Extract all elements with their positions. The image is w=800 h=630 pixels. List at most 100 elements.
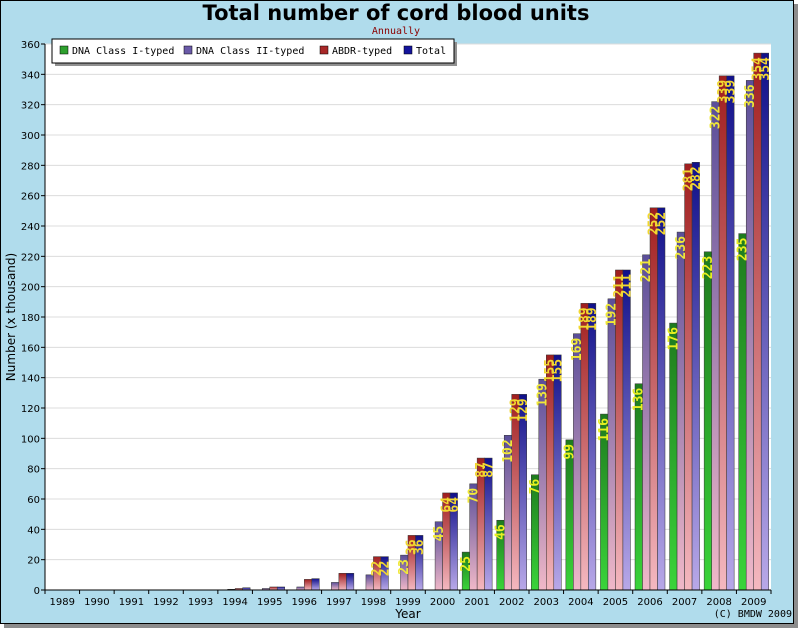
bar xyxy=(518,394,527,591)
x-tick-label: 1989 xyxy=(50,597,75,608)
legend-swatch xyxy=(403,45,413,55)
bar xyxy=(726,75,735,591)
data-label: 189 xyxy=(578,307,593,330)
data-label: 339 xyxy=(723,80,738,103)
bar xyxy=(676,231,685,591)
data-label: 25 xyxy=(459,556,474,572)
x-tick-label: 1991 xyxy=(119,597,144,608)
y-tick-label: 120 xyxy=(21,404,40,415)
data-label: 64 xyxy=(439,497,454,513)
data-label: 99 xyxy=(563,444,578,460)
bar xyxy=(684,163,693,591)
x-tick-label: 1998 xyxy=(361,597,386,608)
data-label: 221 xyxy=(639,259,654,283)
data-label: 102 xyxy=(501,439,516,462)
bar xyxy=(657,207,666,591)
data-label: 129 xyxy=(508,398,523,421)
bar xyxy=(346,573,355,591)
y-tick-label: 20 xyxy=(27,556,40,567)
y-tick-label: 360 xyxy=(21,40,40,51)
bar xyxy=(642,254,651,591)
bar xyxy=(738,233,747,591)
data-label: 354 xyxy=(758,57,773,81)
x-tick-label: 2005 xyxy=(603,597,628,608)
bar xyxy=(622,269,631,591)
data-label: 235 xyxy=(735,238,750,261)
bar xyxy=(718,75,727,591)
y-tick-label: 40 xyxy=(27,525,40,536)
y-tick-label: 260 xyxy=(21,192,40,203)
bar xyxy=(753,52,762,591)
data-label: 223 xyxy=(701,256,716,279)
y-axis-label: Number (x thousand) xyxy=(4,253,18,381)
data-label: 22 xyxy=(370,561,385,577)
data-label: 139 xyxy=(536,383,551,406)
data-label: 169 xyxy=(570,338,585,361)
bar xyxy=(760,52,769,591)
data-label: 136 xyxy=(632,388,647,412)
data-label: 36 xyxy=(412,539,427,555)
legend-entry: ABDR-typed xyxy=(332,46,392,57)
legend-swatch xyxy=(183,45,193,55)
data-label: 252 xyxy=(654,212,669,235)
y-tick-label: 60 xyxy=(27,495,40,506)
x-tick-label: 2009 xyxy=(741,597,766,608)
data-label: 192 xyxy=(605,303,620,326)
legend-swatch xyxy=(319,45,329,55)
x-tick-label: 1996 xyxy=(292,597,317,608)
data-label: 252 xyxy=(647,212,662,235)
data-label: 155 xyxy=(543,359,558,382)
bar xyxy=(338,573,347,591)
x-tick-label: 1993 xyxy=(188,597,213,608)
bar xyxy=(331,582,340,591)
x-axis-label: Year xyxy=(394,607,420,621)
x-tick-label: 2006 xyxy=(637,597,662,608)
bar xyxy=(691,162,700,591)
data-label: 155 xyxy=(551,359,566,382)
y-tick-label: 140 xyxy=(21,374,40,385)
x-tick-label: 2003 xyxy=(534,597,559,608)
data-label: 176 xyxy=(666,327,681,351)
bar xyxy=(311,578,320,591)
y-tick-label: 180 xyxy=(21,313,40,324)
y-tick-label: 280 xyxy=(21,161,40,172)
x-tick-label: 2007 xyxy=(672,597,697,608)
x-tick-label: 1992 xyxy=(153,597,178,608)
x-tick-label: 1997 xyxy=(326,597,351,608)
legend-box xyxy=(51,38,455,64)
x-tick-label: 2000 xyxy=(430,597,455,608)
data-label: 36 xyxy=(405,539,420,555)
data-label: 236 xyxy=(674,236,689,260)
data-label: 46 xyxy=(493,524,508,540)
bar xyxy=(607,298,616,591)
data-label: 211 xyxy=(612,274,627,298)
y-tick-label: 80 xyxy=(27,465,40,476)
bar xyxy=(511,394,520,591)
x-tick-label: 2001 xyxy=(464,597,489,608)
bar xyxy=(304,579,313,591)
data-label: 64 xyxy=(447,497,462,513)
x-tick-label: 2004 xyxy=(568,597,593,608)
data-label: 23 xyxy=(397,559,412,575)
x-tick-label: 1999 xyxy=(395,597,420,608)
data-label: 354 xyxy=(750,57,765,81)
data-label: 129 xyxy=(516,398,531,421)
data-label: 45 xyxy=(432,526,447,542)
x-tick-label: 1995 xyxy=(257,597,282,608)
y-tick-label: 100 xyxy=(21,434,40,445)
data-label: 87 xyxy=(474,462,489,478)
y-tick-label: 220 xyxy=(21,252,40,263)
bar xyxy=(745,80,754,591)
data-label: 282 xyxy=(689,166,704,189)
data-label: 116 xyxy=(597,418,612,442)
y-tick-label: 320 xyxy=(21,101,40,112)
x-tick-label: 2008 xyxy=(706,597,731,608)
data-label: 322 xyxy=(708,106,723,129)
data-label: 76 xyxy=(528,479,543,495)
copyright-credit: (C) BMDW 2009 xyxy=(713,609,792,620)
data-label: 70 xyxy=(466,488,481,504)
chart-title: Total number of cord blood units xyxy=(202,1,590,25)
bar xyxy=(634,383,643,591)
data-label: 189 xyxy=(585,307,600,330)
